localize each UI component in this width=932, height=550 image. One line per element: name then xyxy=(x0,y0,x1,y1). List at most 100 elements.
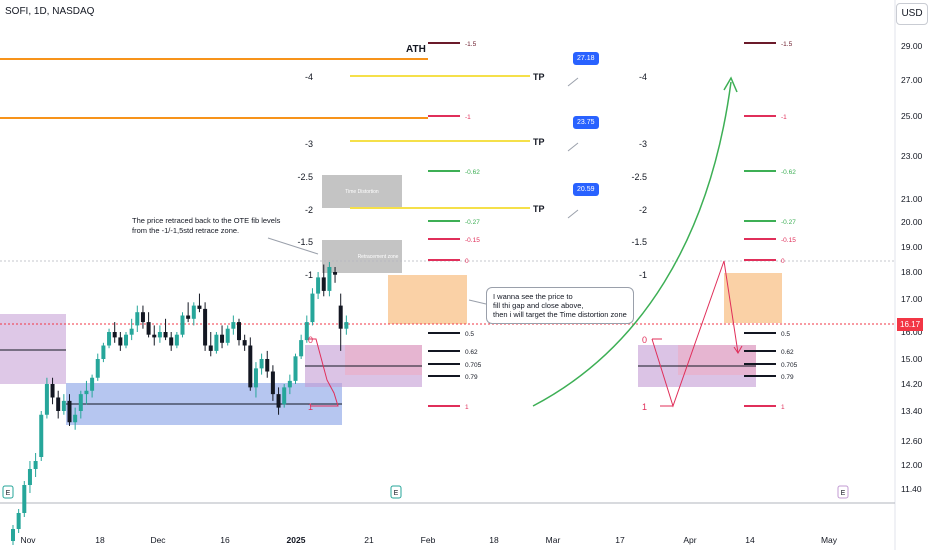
candle-body-13 xyxy=(84,390,89,395)
candle-body-29 xyxy=(174,334,179,346)
fib-label-right-3: -0.27 xyxy=(781,219,796,226)
fib-label-left-4: -0.15 xyxy=(465,237,480,244)
fib-label-left-2: -0.62 xyxy=(465,169,480,176)
fib-label-right-4: -0.15 xyxy=(781,237,796,244)
candle-body-57 xyxy=(333,272,338,275)
earnings-marker-label-0: E xyxy=(6,490,11,497)
std-level-right-2: -2.5 xyxy=(631,172,647,182)
candle-body-12 xyxy=(78,394,83,411)
candle-body-11 xyxy=(73,414,78,423)
price-tick-4: 14.20 xyxy=(901,379,923,389)
retracement-zone-label: Retracement zone xyxy=(358,254,399,260)
candle-body-30 xyxy=(180,315,185,335)
candle-body-27 xyxy=(163,332,168,338)
candle-body-41 xyxy=(242,340,247,346)
candle-body-34 xyxy=(203,308,208,346)
std-level-right-1: -3 xyxy=(639,139,647,149)
candle-body-20 xyxy=(124,334,128,346)
ote-zone-right-inner xyxy=(678,345,756,375)
candle-body-25 xyxy=(152,334,157,338)
std-level-left-7: 1 xyxy=(308,402,313,412)
annotation-target-pointer xyxy=(468,299,487,305)
date-tick-2: Dec xyxy=(150,535,166,545)
price-tick-9: 19.00 xyxy=(901,242,923,252)
drawing-zones xyxy=(0,175,782,425)
std-level-left-6: 0 xyxy=(308,335,313,345)
candle-body-24 xyxy=(146,322,151,335)
std-level-right-3: -2 xyxy=(639,205,647,215)
fib-label-right-10: 1 xyxy=(781,404,785,411)
fib-label-left-1: -1 xyxy=(465,114,471,121)
candle-body-37 xyxy=(220,334,225,343)
candle-body-0 xyxy=(11,529,15,541)
candle-body-17 xyxy=(107,332,112,346)
fib-label-left-9: 0.79 xyxy=(465,374,478,381)
std-level-left-2: -2.5 xyxy=(297,172,313,182)
fib-label-right-1: -1 xyxy=(781,114,787,121)
price-tick-11: 21.00 xyxy=(901,194,923,204)
candle-body-33 xyxy=(197,305,202,309)
tp-price-tag-3: 20.59 xyxy=(573,183,599,196)
std-level-right-5: -1 xyxy=(639,270,647,280)
fib-label-right-7: 0.62 xyxy=(781,349,794,356)
candle-body-51 xyxy=(299,340,304,357)
tp-label-0: TP xyxy=(533,72,545,82)
candle-body-40 xyxy=(237,322,241,341)
current-price-tag: 16.17 xyxy=(897,318,924,331)
candle-body-56 xyxy=(327,267,332,291)
date-tick-4: 2025 xyxy=(287,535,306,545)
candle-body-22 xyxy=(135,312,140,326)
candle-body-4 xyxy=(33,461,38,469)
date-tick-9: 17 xyxy=(615,535,625,545)
candle-body-45 xyxy=(265,359,270,372)
std-level-left-4: -1.5 xyxy=(297,237,313,247)
candle-body-19 xyxy=(118,337,123,346)
tp-label-1: TP xyxy=(533,137,545,147)
time-distortion-label: Time Distortion xyxy=(345,189,379,195)
candle-body-48 xyxy=(282,387,287,405)
candle-body-26 xyxy=(157,332,162,338)
candle-body-32 xyxy=(191,305,196,319)
fib-label-left-6: 0.5 xyxy=(465,331,474,338)
candle-body-5 xyxy=(39,414,44,457)
earnings-marker-label-1: E xyxy=(394,490,399,497)
tp-label-2: TP xyxy=(533,204,545,214)
tp-callout-0 xyxy=(567,77,579,87)
price-tick-13: 25.00 xyxy=(901,111,923,121)
candle-body-55 xyxy=(321,277,326,291)
candle-body-47 xyxy=(276,394,281,408)
std-level-left-3: -2 xyxy=(305,205,313,215)
candle-body-21 xyxy=(129,328,134,335)
price-axis: 11.40 12.00 12.60 13.40 14.20 15.00 16.00 17.00… xyxy=(901,41,923,494)
candle-body-54 xyxy=(316,277,321,294)
grid-lines xyxy=(0,0,896,550)
date-tick-6: Feb xyxy=(421,535,436,545)
fib-label-left-8: 0.705 xyxy=(465,362,482,369)
std-level-right-0: -4 xyxy=(639,72,647,82)
tp-price-tag-1: 27.18 xyxy=(573,52,599,65)
price-tick-8: 18.00 xyxy=(901,267,923,277)
candle-body-42 xyxy=(248,345,253,388)
candle-body-39 xyxy=(231,322,236,329)
annotation-target: I wanna see the price to fill thi gap an… xyxy=(486,287,634,324)
symbol-title: SOFI, 1D, NASDAQ xyxy=(5,6,95,17)
candle-body-9 xyxy=(61,400,66,411)
price-tick-14: 27.00 xyxy=(901,75,923,85)
bullish-arrow xyxy=(532,81,732,407)
candle-body-43 xyxy=(253,368,258,388)
date-tick-5: 21 xyxy=(364,535,374,545)
currency-button[interactable]: USD xyxy=(896,3,928,25)
bullish-arrowhead xyxy=(723,76,738,93)
std-level-left-0: -4 xyxy=(305,72,313,82)
projection-path-right xyxy=(651,260,739,408)
price-tick-10: 20.00 xyxy=(901,217,923,227)
fib-anchor-left xyxy=(305,338,339,407)
fib-label-left-10: 1 xyxy=(465,404,469,411)
tp-callout-1 xyxy=(567,142,579,152)
price-tick-0: 11.40 xyxy=(901,484,922,494)
price-tick-2: 12.60 xyxy=(901,436,923,446)
ote-gap-zone-right xyxy=(724,273,782,323)
candle-body-28 xyxy=(169,337,174,346)
candle-body-46 xyxy=(270,371,275,395)
